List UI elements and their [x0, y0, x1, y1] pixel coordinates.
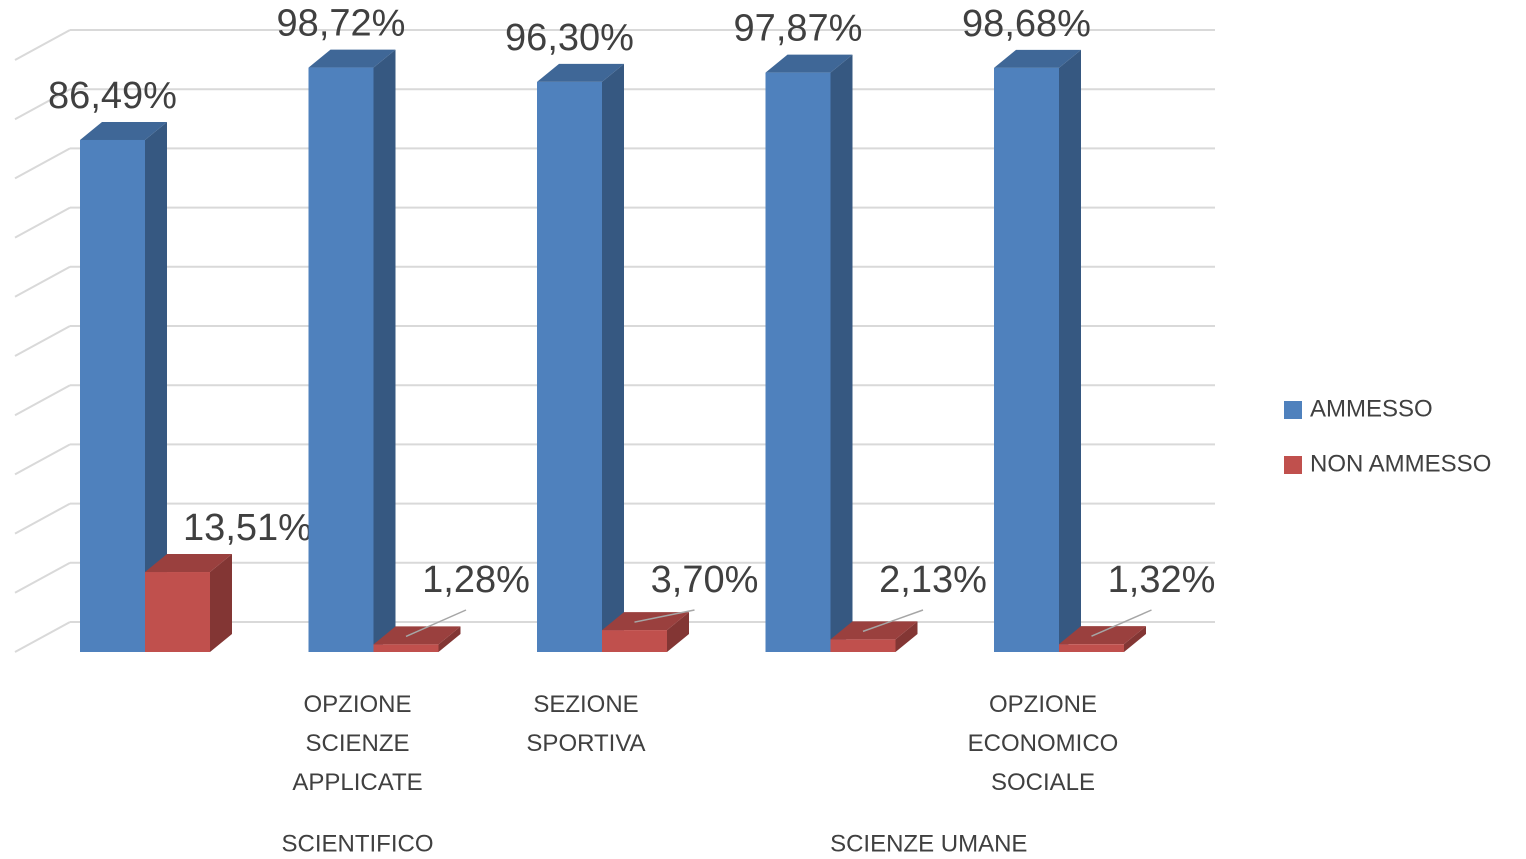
bar [830, 621, 918, 652]
grid-line-side [14, 88, 71, 121]
bar [1059, 626, 1146, 652]
bar-side [373, 49, 396, 653]
bar-front [145, 572, 210, 652]
bar-side [145, 121, 167, 653]
x-tick-label-line: OPZIONE [989, 691, 1097, 718]
grid-line-side [14, 147, 71, 180]
bar-front [80, 139, 145, 653]
value-label: 97,87% [734, 8, 863, 50]
bar-top [308, 49, 396, 68]
value-label: 98,68% [962, 3, 1091, 45]
x-tick-label-line: APPLICATE [292, 769, 422, 796]
bar-side [895, 621, 918, 652]
bar-top [1059, 626, 1146, 645]
value-label: 86,49% [48, 75, 177, 117]
value-label: 98,72% [277, 3, 406, 45]
bar-front [373, 644, 439, 652]
value-label: 1,28% [422, 559, 530, 601]
x-tick-label-line: ECONOMICO [968, 730, 1119, 757]
bar [373, 626, 461, 652]
grid-line-side [14, 561, 71, 594]
x-tick-label-line: SCIENZE [305, 730, 409, 757]
bar-front [308, 67, 374, 653]
bar [994, 49, 1081, 653]
legend-label: NON AMMESSO [1310, 450, 1491, 477]
bar [602, 612, 689, 652]
value-label: 96,30% [505, 17, 634, 59]
bar-front [830, 639, 896, 652]
value-label: 13,51% [183, 507, 312, 549]
bar-top [830, 621, 918, 640]
leader-line [1091, 609, 1152, 637]
x-tick-label: OPZIONE SCIENZE APPLICATE [292, 691, 422, 796]
x-tick-label-line: SOCIALE [991, 769, 1095, 796]
legend-swatch [1284, 456, 1302, 474]
bar-top [373, 626, 461, 645]
bar-top [765, 54, 853, 73]
x-tick-label: OPZIONE ECONOMICO SOCIALE [968, 691, 1119, 796]
x-tick-label: SEZIONE SPORTIVA [526, 691, 645, 757]
value-label: 3,70% [651, 559, 759, 601]
x-tick-label-line: OPZIONE [303, 691, 411, 718]
legend-label: AMMESSO [1310, 395, 1433, 422]
grid-line-side [14, 621, 71, 653]
leader-line [405, 609, 467, 638]
bar-side [667, 612, 689, 652]
grid-line-side [14, 29, 71, 61]
bar-front [765, 72, 831, 652]
value-label: 2,13% [879, 559, 987, 601]
grid-line-side [14, 384, 71, 417]
bar-top [602, 612, 689, 631]
bar [308, 49, 396, 653]
bar-front [602, 630, 667, 652]
grid-line-side [14, 443, 71, 476]
bar [765, 54, 853, 652]
x-tick-label-line: SEZIONE [533, 691, 638, 718]
bar-side [1059, 49, 1081, 653]
grid-line-side [14, 265, 71, 298]
bar-side [438, 626, 461, 652]
group-label: SCIENTIFICO [281, 830, 433, 857]
bar-side [1124, 626, 1146, 652]
group-label: SCIENZE UMANE [830, 830, 1027, 857]
leader-line [634, 609, 695, 623]
bar-front [1059, 644, 1124, 652]
bar-front [994, 67, 1059, 653]
grid-line-side [14, 206, 71, 239]
bar-side [602, 63, 624, 653]
value-label: 1,32% [1108, 559, 1216, 601]
bar-front [537, 81, 602, 653]
legend-swatch [1284, 401, 1302, 419]
bar-side [210, 554, 232, 652]
bar-top [145, 554, 232, 573]
bar-top [537, 63, 624, 82]
x-tick-label-line: SPORTIVA [526, 730, 645, 757]
leader-line [862, 609, 924, 633]
bar-top [994, 49, 1081, 68]
bar-top [80, 121, 167, 140]
bar [80, 121, 167, 653]
grid-line-side [14, 325, 71, 357]
grid-line-side [14, 502, 71, 535]
bar [537, 63, 624, 653]
bar [145, 554, 232, 652]
bar-side [830, 54, 853, 652]
